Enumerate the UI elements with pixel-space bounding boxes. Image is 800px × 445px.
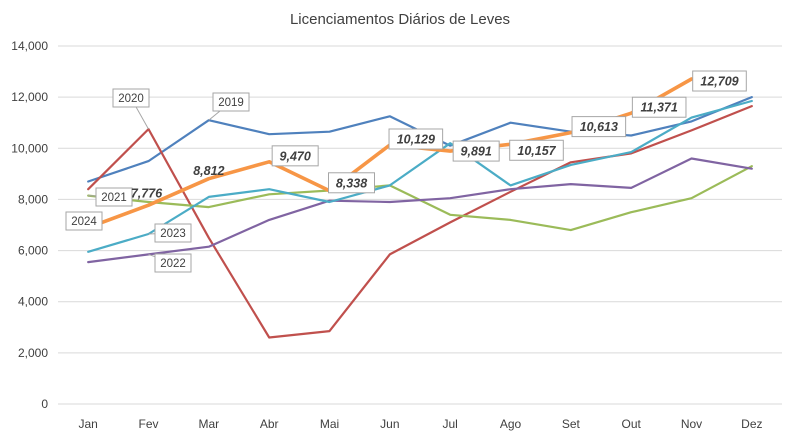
data-label: 10,613 (580, 120, 618, 134)
callout-box-2021 (95, 187, 133, 207)
series-lines (86, 77, 753, 339)
series-label-2019: 2019 (218, 97, 244, 109)
x-tick-label: Mar (198, 417, 219, 431)
data-labels: 7,776 8,812 9,470 8,338 10,129 9,891 10,157 10,… (131, 70, 747, 201)
series-line-2023 (87, 99, 753, 253)
data-label-box (571, 116, 627, 138)
data-label: 11,371 (641, 101, 678, 115)
data-label-box (631, 96, 687, 118)
series-label-2020: 2020 (118, 93, 144, 105)
y-axis-ticks: 0 2,000 4,000 6,000 8,000 10,000 12,000 14,000 (11, 39, 48, 411)
y-tick-label: 10,000 (11, 141, 48, 155)
callout-box-2024 (65, 211, 103, 231)
data-label-box (452, 140, 500, 162)
y-tick-label: 8,000 (18, 192, 48, 206)
callout-box-2022 (154, 253, 192, 273)
x-tick-label: Abr (260, 417, 279, 431)
y-tick-label: 14,000 (11, 39, 48, 53)
callout-box-2020 (112, 88, 150, 108)
x-tick-label: Mai (320, 417, 339, 431)
x-tick-label: Ago (500, 417, 522, 431)
series-label-2021: 2021 (101, 192, 127, 204)
series-label-2022: 2022 (160, 258, 186, 270)
data-label: 9,891 (461, 145, 492, 159)
x-axis-ticks: Jan Fev Mar Abr Mai Jun Jul Ago Set Out Nov Dez (78, 417, 762, 431)
data-label-box (509, 139, 564, 161)
x-tick-label: Set (562, 417, 581, 431)
data-label: 12,709 (700, 75, 738, 89)
y-tick-label: 6,000 (18, 244, 48, 258)
data-label-box (388, 128, 444, 150)
data-label: 8,338 (336, 176, 367, 190)
data-label-box (271, 145, 319, 167)
data-label: 9,470 (280, 149, 311, 163)
chart-title: Licenciamentos Diários de Leves (290, 11, 510, 28)
y-tick-label: 2,000 (18, 346, 48, 360)
callout-box-2023 (154, 223, 192, 243)
series-callouts: 2019 2020 2021 2022 2023 2024 (65, 88, 250, 273)
series-line-2020 (87, 105, 753, 339)
data-label: 8,812 (193, 164, 224, 178)
x-tick-label: Jan (78, 417, 97, 431)
x-tick-label: Nov (681, 417, 702, 431)
data-label-box (692, 70, 747, 92)
data-label: 7,776 (131, 187, 163, 201)
y-tick-label: 4,000 (18, 295, 48, 309)
x-tick-label: Jul (442, 417, 457, 431)
x-tick-label: Jun (380, 417, 399, 431)
y-tick-label: 12,000 (11, 90, 48, 104)
series-label-2024: 2024 (71, 216, 97, 228)
data-label-box (328, 172, 375, 194)
y-tick-label: 0 (41, 397, 48, 411)
x-tick-label: Out (621, 417, 641, 431)
x-tick-label: Dez (741, 417, 762, 431)
data-label: 10,157 (517, 144, 556, 158)
series-label-2023: 2023 (160, 228, 186, 240)
series-line-2022 (87, 157, 753, 264)
callout-box-2019 (212, 92, 250, 112)
x-tick-label: Fev (138, 417, 158, 431)
data-label: 10,129 (397, 132, 435, 146)
